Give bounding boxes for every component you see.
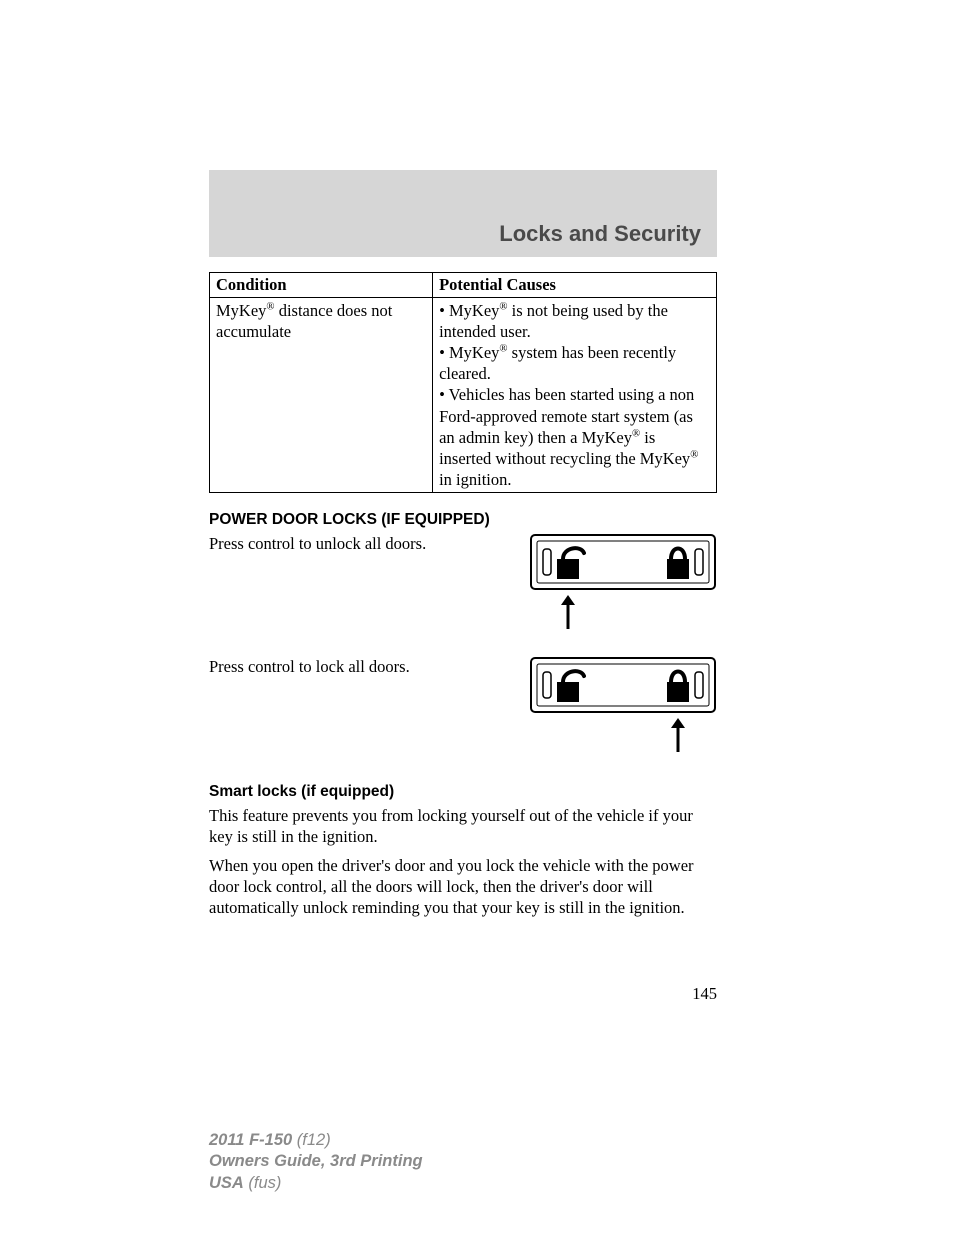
lock-text: Press control to lock all doors. [209,656,529,677]
arrow-up-icon [671,718,685,752]
lock-row: Press control to lock all doors. [209,656,717,761]
lock-diagram [529,656,717,761]
unlock-text: Press control to unlock all doors. [209,533,529,554]
cell-causes: • MyKey® is not being used by the intend… [433,298,717,493]
header-band: Locks and Security [209,170,717,257]
unlock-row: Press control to unlock all doors. [209,533,717,638]
footer: 2011 F-150 (f12) Owners Guide, 3rd Print… [209,1130,423,1194]
smart-locks-para2: When you open the driver's door and you … [209,855,717,918]
footer-line3: USA (fus) [209,1173,423,1194]
smart-locks-para1: This feature prevents you from locking y… [209,805,717,847]
table-header-condition: Condition [210,273,433,298]
table-header-causes: Potential Causes [433,273,717,298]
arrow-up-icon [561,595,575,629]
heading-power-door-locks: POWER DOOR LOCKS (IF EQUIPPED) [209,511,717,529]
section-title: Locks and Security [499,221,701,247]
footer-line2: Owners Guide, 3rd Printing [209,1151,423,1172]
table-row: MyKey® distance does not accumulate • My… [210,298,717,493]
page-number: 145 [209,984,717,1004]
cell-condition: MyKey® distance does not accumulate [210,298,433,493]
page-content: Condition Potential Causes MyKey® distan… [209,272,717,919]
unlock-diagram [529,533,717,638]
footer-line1: 2011 F-150 (f12) [209,1130,423,1151]
troubleshooting-table: Condition Potential Causes MyKey® distan… [209,272,717,493]
heading-smart-locks: Smart locks (if equipped) [209,783,717,801]
